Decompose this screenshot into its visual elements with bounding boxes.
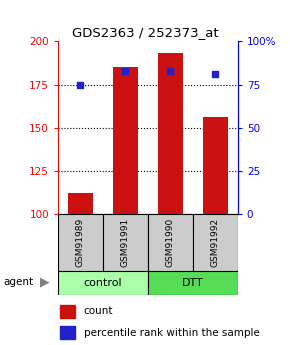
Text: control: control <box>84 278 122 288</box>
Text: agent: agent <box>3 277 33 287</box>
Text: ▶: ▶ <box>40 276 50 289</box>
Point <box>213 71 218 77</box>
Bar <box>58 214 103 271</box>
Bar <box>203 117 228 214</box>
Bar <box>148 214 193 271</box>
Text: GDS2363 / 252373_at: GDS2363 / 252373_at <box>72 26 218 39</box>
Bar <box>148 271 238 295</box>
Point <box>168 68 173 73</box>
Bar <box>68 193 93 214</box>
Text: GSM91992: GSM91992 <box>211 218 220 267</box>
Point <box>78 82 83 87</box>
Bar <box>193 214 238 271</box>
Bar <box>60 305 75 318</box>
Bar <box>113 67 138 214</box>
Text: GSM91990: GSM91990 <box>166 218 175 267</box>
Bar <box>60 326 75 339</box>
Text: count: count <box>84 306 113 316</box>
Bar <box>58 271 148 295</box>
Bar <box>158 53 183 214</box>
Text: percentile rank within the sample: percentile rank within the sample <box>84 328 259 338</box>
Text: DTT: DTT <box>182 278 204 288</box>
Text: GSM91991: GSM91991 <box>121 218 130 267</box>
Point <box>123 68 128 73</box>
Bar <box>103 214 148 271</box>
Text: GSM91989: GSM91989 <box>76 218 85 267</box>
